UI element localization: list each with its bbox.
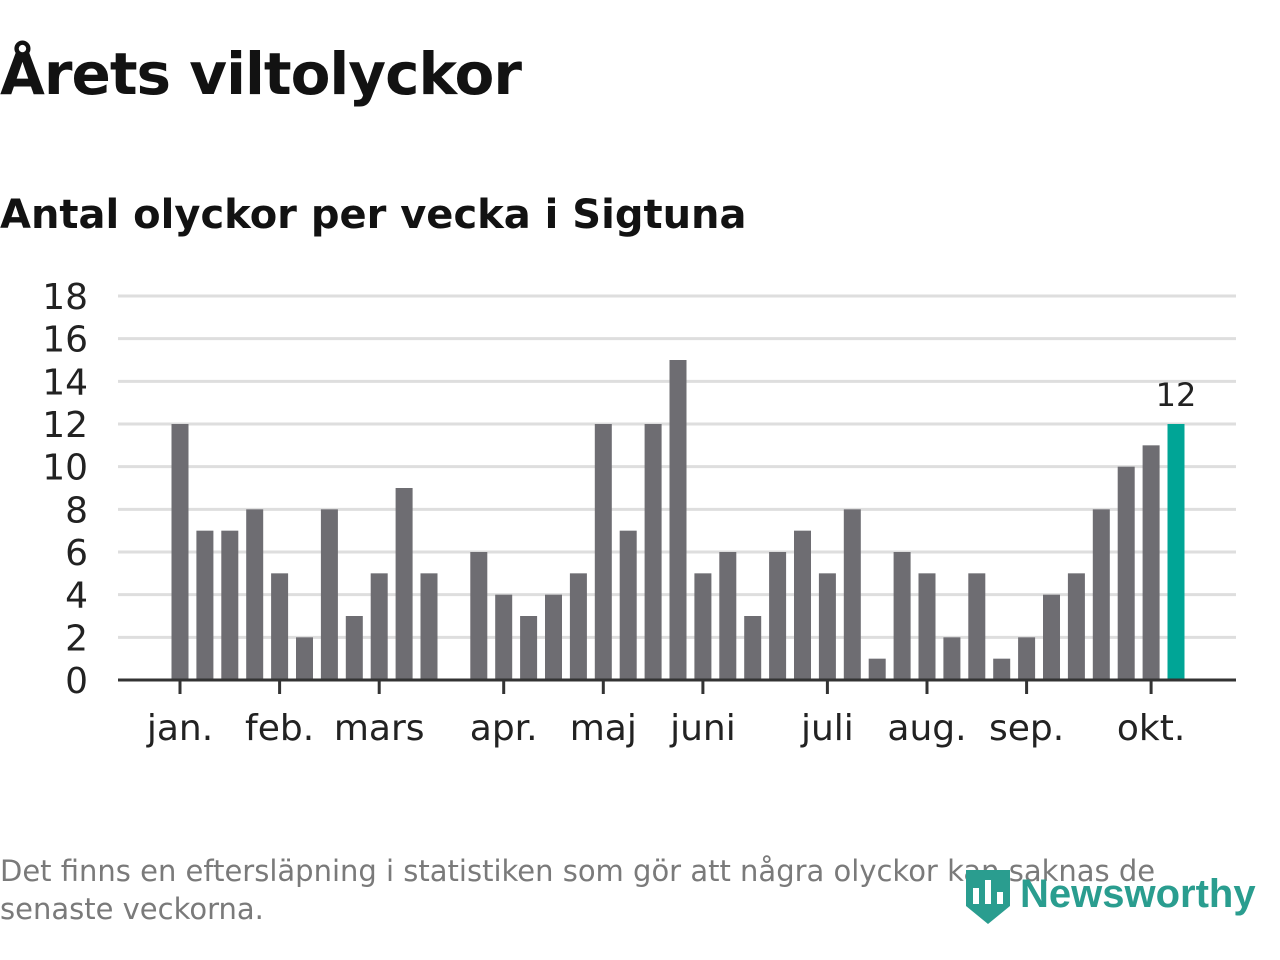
bars	[171, 360, 1185, 680]
bar	[221, 530, 239, 680]
bar	[594, 424, 612, 680]
y-tick-label: 4	[65, 576, 88, 617]
bar	[893, 552, 911, 680]
bar	[1043, 594, 1060, 680]
bar	[495, 594, 513, 680]
y-tick-label: 10	[42, 448, 88, 489]
data-labels: 12	[1156, 376, 1197, 414]
bar	[1092, 509, 1110, 680]
bar	[420, 573, 438, 680]
y-tick-label: 0	[65, 661, 88, 702]
page-title: Årets viltolyckor	[0, 40, 522, 108]
y-tick-label: 12	[42, 405, 88, 446]
bar	[744, 616, 762, 680]
bar-chart-shield-icon	[966, 870, 1010, 924]
footnote: Det finns en eftersläpning i statistiken…	[0, 854, 1156, 926]
bar	[669, 360, 687, 680]
bar	[545, 594, 562, 680]
y-tick-label: 8	[65, 490, 88, 531]
bar	[395, 488, 413, 680]
y-tick-label: 16	[42, 320, 88, 361]
bar	[520, 616, 538, 680]
chart-subtitle: Antal olyckor per vecka i Sigtuna	[0, 192, 747, 238]
bar	[271, 573, 289, 680]
x-axis: jan. feb. mars apr. maj juni juli aug. sep. okt.	[118, 678, 1236, 749]
bar	[345, 616, 363, 680]
x-tick-label: mars	[334, 708, 425, 749]
bar	[1117, 466, 1135, 680]
bar	[918, 573, 936, 680]
bar-highlight	[1167, 424, 1185, 680]
bar	[694, 573, 712, 680]
data-label: 12	[1156, 376, 1197, 414]
y-tick-label: 14	[42, 362, 88, 403]
x-tick-label: jan.	[146, 708, 213, 749]
y-tick-label: 6	[65, 533, 88, 574]
bar	[196, 530, 214, 680]
bar	[171, 424, 189, 680]
x-tick-label: juli	[800, 708, 854, 749]
bar	[769, 552, 787, 680]
bar	[1018, 637, 1036, 680]
bar	[993, 658, 1011, 680]
newsworthy-logo: Newsworthy	[962, 862, 1256, 926]
x-tick-label: okt.	[1117, 708, 1185, 749]
x-tick-label: sep.	[989, 708, 1064, 749]
bar	[644, 424, 662, 680]
bar	[569, 573, 587, 680]
bar	[1142, 445, 1160, 680]
x-tick-label: maj	[570, 708, 637, 749]
x-tick-label: aug.	[887, 708, 966, 749]
logo-text: Newsworthy	[1020, 871, 1256, 916]
bar	[794, 530, 811, 680]
bar	[320, 509, 338, 680]
bar	[370, 573, 388, 680]
bar	[1067, 573, 1085, 680]
x-tick-label: juni	[669, 708, 736, 749]
bar	[968, 573, 986, 680]
bar	[843, 509, 861, 680]
y-tick-label: 18	[42, 277, 88, 318]
y-tick-label: 2	[65, 618, 88, 659]
bar	[719, 552, 737, 680]
bar	[470, 552, 488, 680]
bar	[619, 530, 637, 680]
bar	[296, 637, 313, 680]
bar	[868, 658, 886, 680]
bar	[818, 573, 836, 680]
x-tick-label: feb.	[245, 708, 314, 749]
x-tick-label: apr.	[470, 708, 538, 749]
bar	[246, 509, 264, 680]
bar	[943, 637, 961, 680]
